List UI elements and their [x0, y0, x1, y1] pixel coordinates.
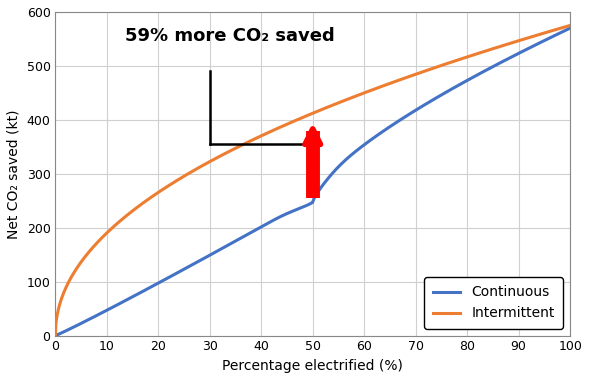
- Continuous: [405, 112, 412, 117]
- Line: Intermittent: Intermittent: [55, 25, 570, 336]
- Continuous: [453, 84, 460, 89]
- Continuous: [104, 307, 111, 312]
- Continuous: [260, 223, 267, 228]
- Intermittent: [279, 124, 286, 129]
- Y-axis label: Net CO₂ saved (kt): Net CO₂ saved (kt): [7, 109, 21, 239]
- Intermittent: [567, 23, 574, 28]
- Intermittent: [462, 55, 469, 60]
- Continuous: [52, 333, 59, 338]
- Continuous: [567, 26, 574, 30]
- Intermittent: [260, 133, 267, 137]
- Intermittent: [52, 333, 59, 338]
- Line: Continuous: Continuous: [55, 28, 570, 336]
- Continuous: [279, 214, 286, 218]
- Legend: Continuous, Intermittent: Continuous, Intermittent: [424, 277, 563, 329]
- Intermittent: [104, 230, 111, 234]
- X-axis label: Percentage electrified (%): Percentage electrified (%): [222, 359, 403, 373]
- Intermittent: [405, 74, 412, 79]
- Continuous: [462, 79, 469, 83]
- Intermittent: [453, 58, 460, 63]
- Text: 59% more CO₂ saved: 59% more CO₂ saved: [125, 27, 335, 44]
